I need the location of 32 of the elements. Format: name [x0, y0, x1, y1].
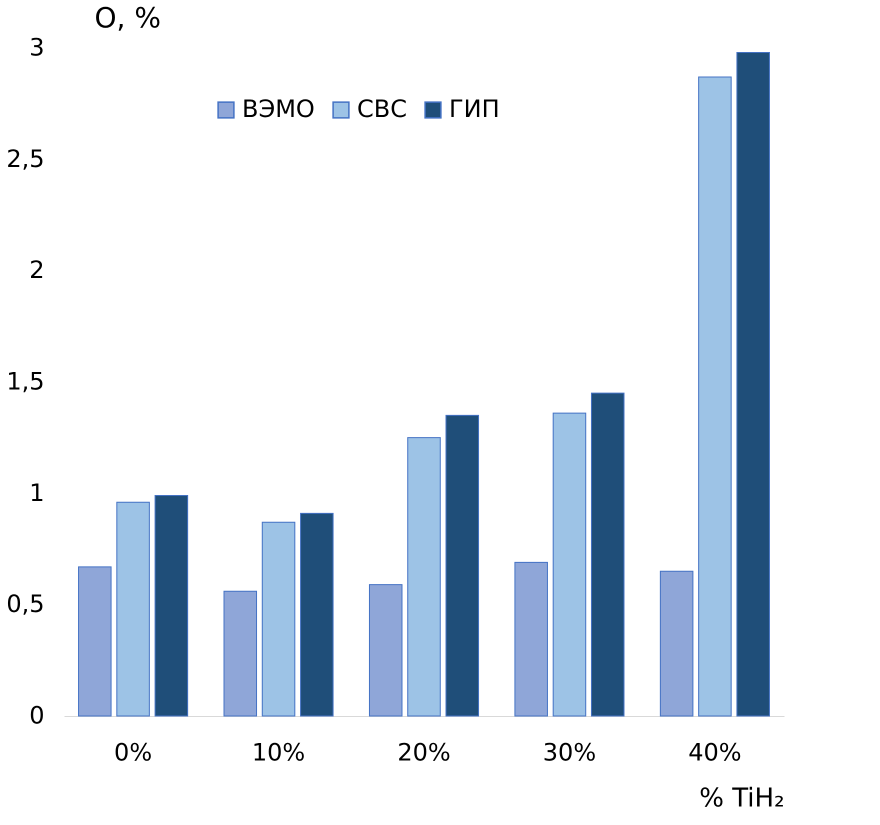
bar: [552, 412, 586, 716]
bar: [407, 437, 441, 716]
y-tick-label: 2,5: [6, 144, 44, 173]
y-tick-label: 0: [29, 702, 44, 730]
x-tick-label: 40%: [688, 738, 742, 766]
x-axis-title: % TiH₂: [699, 784, 784, 814]
x-tick-label: 20%: [397, 738, 451, 766]
y-tick-label: 3: [29, 34, 44, 62]
legend-label: СВС: [357, 95, 407, 123]
legend-label: ГИП: [449, 95, 500, 123]
bar: [368, 584, 402, 716]
bar: [514, 562, 548, 716]
x-tick-label: 10%: [252, 738, 306, 766]
y-tick-label: 0,5: [6, 590, 44, 618]
y-axis-title: O, %: [94, 2, 161, 34]
bar: [224, 590, 258, 716]
bar: [154, 495, 188, 716]
bar: [78, 566, 112, 716]
bar: [300, 512, 334, 716]
x-tick-label: 30%: [542, 738, 596, 766]
x-tick-label: 0%: [114, 738, 152, 766]
bar: [116, 502, 150, 716]
y-tick-label: 1,5: [6, 368, 44, 396]
legend-label: ВЭМО: [242, 95, 315, 123]
bar: [660, 570, 694, 716]
y-tick-label: 1: [29, 478, 44, 507]
bar: [590, 392, 624, 716]
bar: [446, 414, 480, 716]
bar: [262, 522, 296, 716]
bar: [736, 52, 770, 716]
y-tick-label: 2: [29, 256, 44, 284]
bar: [698, 76, 732, 716]
